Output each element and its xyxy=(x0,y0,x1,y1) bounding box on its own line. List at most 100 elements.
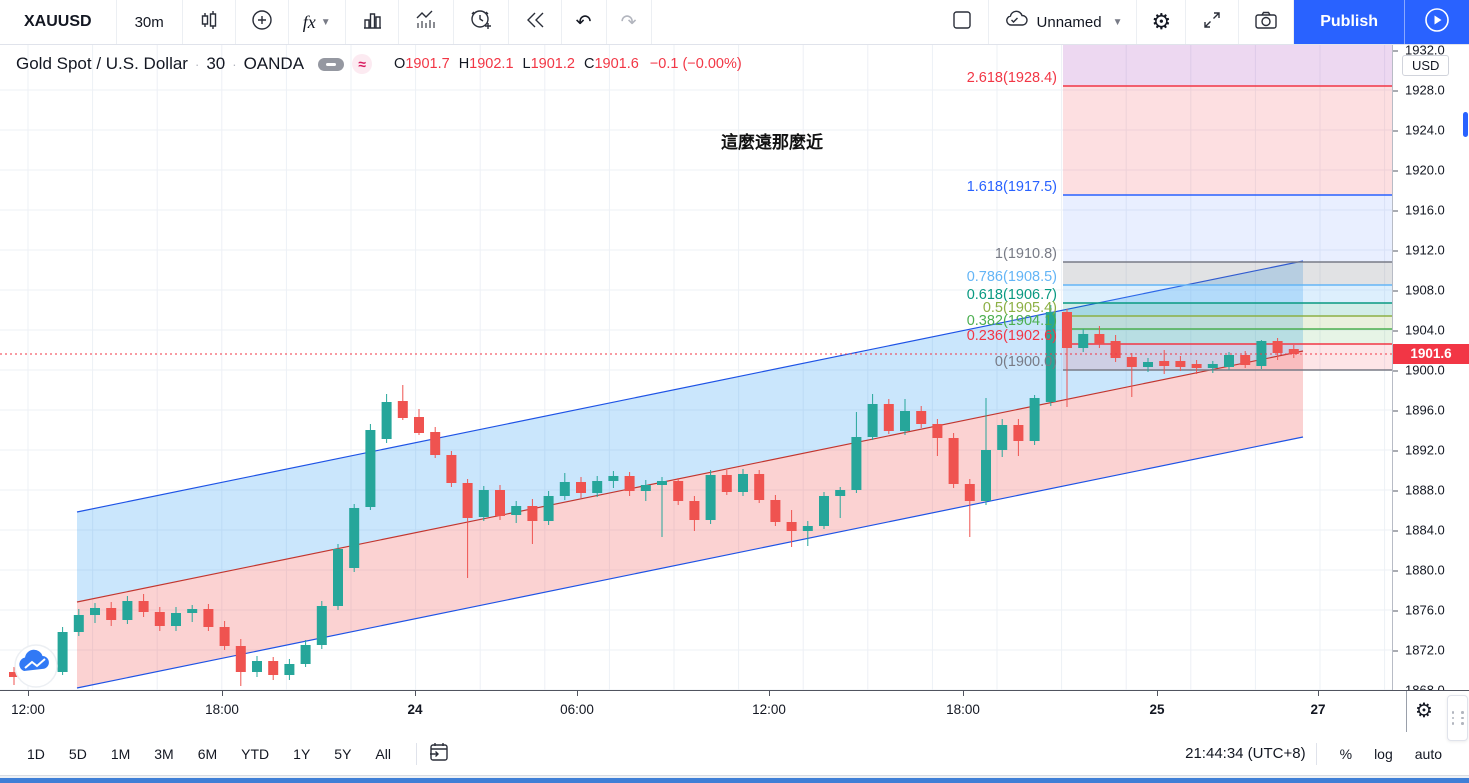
snapshot-button[interactable] xyxy=(1239,0,1295,44)
layout-button[interactable] xyxy=(936,0,989,44)
range-button-all[interactable]: All xyxy=(375,745,391,762)
price-tick-label: 1928.0 xyxy=(1393,83,1469,98)
range-button-6m[interactable]: 6M xyxy=(197,745,218,762)
candle-body xyxy=(397,401,408,418)
range-button-5y[interactable]: 5Y xyxy=(334,745,352,762)
fib-level-label: 0.236(1902.6) xyxy=(967,328,1057,344)
fullscreen-button[interactable] xyxy=(1186,0,1240,44)
scale-toggle-log[interactable]: log xyxy=(1374,745,1393,762)
candle-body xyxy=(300,645,311,664)
layout-icon xyxy=(950,8,974,37)
financials-button[interactable] xyxy=(346,0,399,44)
candle-body xyxy=(1062,312,1072,348)
ohlc-pair: H1902.1 xyxy=(458,56,514,72)
candle-body xyxy=(138,601,149,612)
chart-properties-button[interactable]: ⚙ xyxy=(1137,0,1187,44)
candle-body xyxy=(1191,364,1202,368)
data-approximation-icon[interactable]: ≈ xyxy=(352,54,373,74)
compare-plus-icon xyxy=(250,8,274,37)
candle-body xyxy=(657,481,667,485)
range-button-1y[interactable]: 1Y xyxy=(293,745,311,762)
indicator-templates-button[interactable] xyxy=(399,0,454,44)
publish-button[interactable]: Publish xyxy=(1294,0,1405,44)
scale-toggle-percent[interactable]: % xyxy=(1339,745,1353,762)
fib-level-label: 1.618(1917.5) xyxy=(967,179,1057,195)
ohlc-values: O1901.7 H1902.1 L1901.2 C1901.6 xyxy=(394,56,648,72)
candle-body xyxy=(721,475,732,492)
hide-symbol-toggle[interactable] xyxy=(318,57,345,71)
candle-body xyxy=(1094,334,1105,344)
publish-idea-play-button[interactable] xyxy=(1405,0,1469,44)
undo-button[interactable]: ↶ xyxy=(562,0,607,44)
range-button-3m[interactable]: 3M xyxy=(154,745,174,762)
time-tick xyxy=(1318,691,1319,696)
go-to-date-button[interactable] xyxy=(427,740,451,767)
axis-settings-gear-icon[interactable]: ⚙ xyxy=(1415,700,1433,722)
candlestick-chart[interactable]: 2.618(1928.4) 1.618(1917.5) 1(1910.8) 0.786… xyxy=(0,45,1392,690)
price-tick-label: 1896.0 xyxy=(1393,403,1469,418)
candle-body xyxy=(381,402,392,439)
range-button-ytd[interactable]: YTD xyxy=(241,745,270,762)
scale-mode-buttons: % log auto xyxy=(1327,742,1451,766)
range-button-1d[interactable]: 1D xyxy=(27,745,45,762)
time-tick xyxy=(415,691,416,696)
grid xyxy=(0,45,1392,690)
currency-unit-badge: USD xyxy=(1402,55,1450,76)
range-button-5d[interactable]: 5D xyxy=(68,745,87,762)
candle-body xyxy=(673,481,684,501)
candle-body xyxy=(1272,341,1283,353)
candle-body xyxy=(883,404,894,431)
scale-toggle-auto[interactable]: auto xyxy=(1414,745,1442,762)
price-tick-label: 1900.0 xyxy=(1393,363,1469,378)
candle-body xyxy=(9,672,19,677)
clock-timezone-button[interactable]: 21:44:34 (UTC+8) xyxy=(1185,745,1306,762)
alert-button[interactable] xyxy=(454,0,509,44)
undo-icon: ↶ xyxy=(575,11,592,33)
price-tick-label: 1884.0 xyxy=(1393,523,1469,538)
window-bottom-edge xyxy=(0,775,1469,783)
interval-button[interactable]: 30m xyxy=(117,0,183,44)
candle-body xyxy=(689,501,700,520)
fib-level-label: 0(1900.0) xyxy=(995,354,1057,370)
save-layout-button[interactable]: Unnamed ▼ xyxy=(989,0,1138,44)
candle-body xyxy=(624,476,635,491)
symbol-button[interactable]: XAUUSD xyxy=(0,0,117,44)
candle-body xyxy=(1126,357,1137,367)
chart-pane[interactable]: 2.618(1928.4) 1.618(1917.5) 1(1910.8) 0.786… xyxy=(0,45,1469,690)
fib-retracement[interactable] xyxy=(1063,45,1392,371)
candle-body xyxy=(1078,334,1089,348)
candle-body xyxy=(154,612,165,626)
play-circle-icon xyxy=(1422,5,1452,40)
axis-scroll-indicator[interactable] xyxy=(1463,112,1468,137)
price-tick-label: 1924.0 xyxy=(1393,123,1469,138)
price-tick-label: 1868.0 xyxy=(1393,683,1469,691)
ohlc-pair: L1901.2 xyxy=(522,56,575,72)
ohlc-pair: C1901.6 xyxy=(583,56,639,72)
replay-button[interactable] xyxy=(509,0,562,44)
fib-level-label: 0.5(1905.4) xyxy=(983,300,1057,316)
fx-icon: fx xyxy=(302,11,316,32)
text-annotation[interactable]: 這麼遠那麼近 xyxy=(721,132,823,152)
candle-body xyxy=(997,425,1008,450)
time-axis[interactable]: ⚙ 12:00 18:00 24 06:00 12:00 18:00 25 27 xyxy=(0,690,1469,741)
compare-button[interactable] xyxy=(236,0,289,44)
candle-body xyxy=(495,490,505,516)
fib-level-label: 0.382(1904.1) xyxy=(967,313,1057,329)
candle-body xyxy=(430,432,441,455)
candle-body xyxy=(349,508,360,568)
ohlc-pair: O1901.7 xyxy=(394,56,450,72)
price-axis[interactable]: USD 1901.6 1932.0 1928.0 1924.0 1920.0 1916.… xyxy=(1392,45,1469,690)
tradingview-logo[interactable] xyxy=(14,644,58,688)
indicators-button[interactable]: fx ▼ xyxy=(289,0,346,44)
candle-body xyxy=(819,496,829,526)
drag-handle-dots[interactable] xyxy=(1447,695,1468,741)
rewind-icon xyxy=(523,9,547,36)
candle-body xyxy=(948,438,959,484)
candle-body xyxy=(1288,349,1299,354)
redo-button[interactable]: ↷ xyxy=(607,0,652,44)
candle-body xyxy=(576,482,586,493)
range-button-1m[interactable]: 1M xyxy=(110,745,131,762)
chart-style-button[interactable] xyxy=(183,0,236,44)
candle-body xyxy=(268,661,279,675)
